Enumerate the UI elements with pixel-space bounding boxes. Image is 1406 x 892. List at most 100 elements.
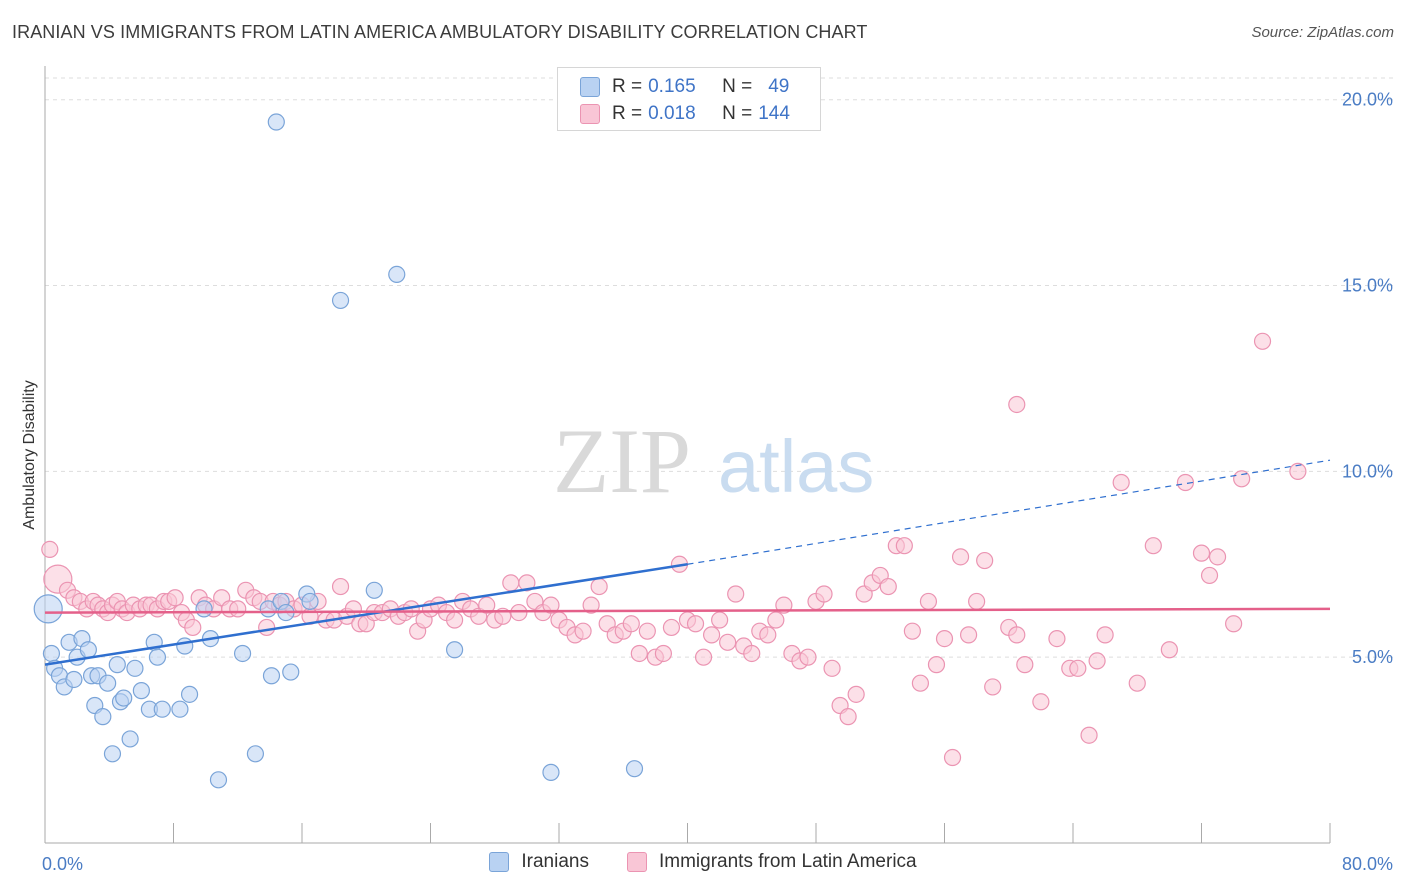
latin-america-point — [1048, 630, 1066, 648]
latin-america-point — [1200, 566, 1219, 585]
latin-america-point — [767, 611, 785, 629]
latin-america-point — [847, 685, 865, 703]
n-value: 144 — [758, 103, 790, 124]
latin-america-point — [903, 622, 921, 640]
latin-america-point — [951, 548, 970, 566]
iranian-point — [388, 265, 406, 283]
iranian-point — [153, 700, 171, 718]
legend-item-iranians: Iranians — [489, 851, 589, 873]
y-tick-label: 5.0% — [1352, 647, 1393, 667]
iranian-point — [132, 682, 150, 700]
latin-america-point — [694, 648, 713, 666]
latin-america-point — [968, 592, 986, 611]
latin-america-point — [258, 618, 276, 637]
watermark-zip: ZIP — [553, 410, 691, 512]
iranian-point — [103, 745, 122, 763]
iranian-point — [94, 708, 112, 726]
y-tick-label: 10.0% — [1342, 461, 1393, 481]
iranian-point — [542, 763, 560, 781]
latin-america-point — [1225, 615, 1243, 633]
latin-america-point — [919, 592, 938, 611]
iranian-point — [171, 700, 189, 718]
watermark: ZIP atlas — [553, 410, 874, 512]
latin-america-point — [686, 615, 705, 633]
iranian-point — [121, 730, 139, 748]
latin-america-point — [711, 611, 729, 629]
iranian-point — [625, 760, 644, 778]
r-value: 0.165 — [648, 76, 696, 97]
axes — [44, 66, 1331, 844]
iranian-point — [148, 648, 167, 666]
iranian-point — [209, 771, 228, 789]
iranian-trend-line — [44, 563, 688, 666]
latin-america-point — [895, 537, 913, 555]
latin-america-point — [1160, 641, 1178, 659]
latin-america-point — [1253, 332, 1272, 350]
latin-america-point — [799, 648, 817, 666]
latin-america-point — [775, 596, 793, 614]
iranian-point — [99, 674, 117, 692]
legend-item-latin-america: Immigrants from Latin America — [626, 851, 917, 873]
latin-america-point — [1208, 548, 1227, 566]
iranian-point — [246, 745, 265, 763]
iranian-point — [180, 685, 199, 703]
latin-america-point — [1233, 470, 1251, 488]
r-value: 0.018 — [648, 103, 696, 124]
iranian-point — [115, 689, 133, 707]
latin-america-point — [1016, 656, 1034, 674]
legend-row-iranians: R = 0.165 N = 49 — [580, 75, 789, 99]
iranian-point — [262, 667, 281, 685]
chart-title: IRANIAN VS IMMIGRANTS FROM LATIN AMERICA… — [12, 22, 868, 42]
iranian-point — [65, 670, 83, 689]
iranian-point — [267, 113, 285, 131]
iranian-point — [33, 594, 63, 624]
latin-america-point — [229, 600, 247, 618]
latin-america-legend-swatch — [626, 852, 647, 872]
latin-america-point — [927, 656, 946, 674]
latin-america-point — [719, 633, 737, 651]
iranian-point — [79, 641, 97, 659]
iranian-point — [108, 656, 126, 674]
latin-america-point — [1176, 473, 1195, 492]
latin-america-point — [630, 644, 648, 663]
latin-america-point — [662, 618, 681, 637]
gridlines — [45, 77, 1395, 658]
iranian-point — [445, 641, 464, 659]
latin-america-point — [574, 622, 592, 640]
latin-america-point — [1088, 652, 1106, 670]
iranian-point — [233, 644, 252, 663]
latin-america-point — [1080, 726, 1098, 744]
iranian-point — [176, 637, 194, 655]
watermark-atlas: atlas — [718, 425, 874, 508]
legend-label-latin-america: Immigrants from Latin America — [658, 851, 917, 872]
y-axis-label: Ambulatory Disability — [21, 380, 38, 529]
latin-america-point — [1112, 473, 1130, 492]
latin-america-point — [839, 708, 857, 726]
latin-america-point — [1032, 693, 1050, 711]
latin-america-point — [184, 618, 202, 637]
latin-america-point — [622, 615, 640, 633]
trend-lines — [44, 459, 1331, 666]
latin-america-point — [911, 674, 930, 692]
latin-america-point — [1128, 674, 1146, 692]
n-label: N = — [722, 76, 753, 97]
y-tick-label: 15.0% — [1342, 276, 1393, 296]
latin-america-point — [654, 644, 673, 663]
iranian-point — [365, 581, 383, 599]
latin-america-point — [815, 585, 833, 603]
x-tick-label: 80.0% — [1342, 854, 1393, 874]
latin-america-point — [510, 603, 528, 622]
latin-america-point — [702, 626, 721, 644]
latin-america-point — [823, 659, 841, 677]
latin-america-point — [1008, 395, 1026, 414]
latin-america-trend-line — [44, 607, 1331, 614]
latin-america-point — [935, 630, 954, 648]
latin-america-point — [976, 551, 994, 570]
latin-america-point — [1144, 537, 1162, 555]
tick-labels: 5.0% 10.0% 15.0% 20.0% 0.0% 80.0% — [42, 90, 1393, 874]
stats-legend: R = 0.165 N = 49 R = 0.018 N = 144 — [557, 67, 821, 131]
latin-america-point — [984, 678, 1002, 696]
latin-america-point — [743, 644, 761, 663]
iranian-point — [42, 644, 61, 663]
